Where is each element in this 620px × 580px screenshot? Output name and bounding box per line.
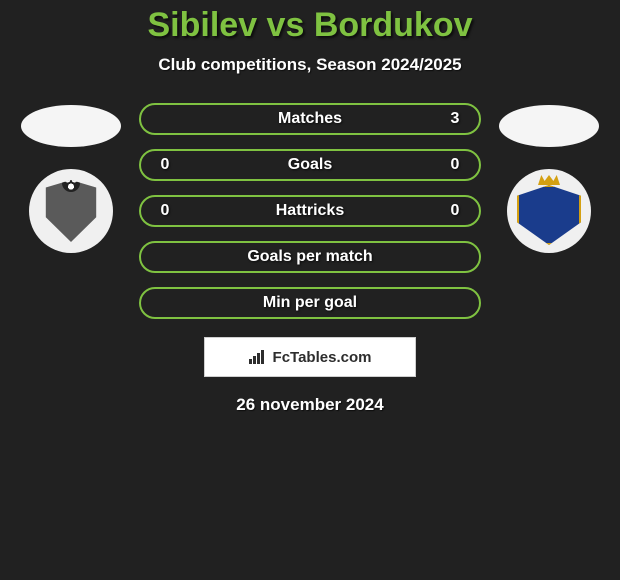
page-title: Sibilev vs Bordukov	[148, 6, 473, 45]
stat-row-goals-per-match: Goals per match	[139, 241, 481, 273]
shield-icon	[517, 185, 581, 245]
stat-label: Goals per match	[175, 248, 445, 266]
stat-left-value: 0	[155, 156, 175, 174]
crest-icon	[517, 177, 581, 245]
stat-right-value: 3	[445, 110, 465, 128]
player-left-photo	[21, 105, 121, 147]
shield-icon	[43, 180, 99, 242]
player-right-photo	[499, 105, 599, 147]
page-subtitle: Club competitions, Season 2024/2025	[158, 55, 461, 75]
stat-label: Hattricks	[175, 202, 445, 220]
club-badge-right	[507, 169, 591, 253]
bar-chart-icon	[249, 350, 267, 364]
stat-row-min-per-goal: Min per goal	[139, 287, 481, 319]
stat-row-goals: 0 Goals 0	[139, 149, 481, 181]
stat-row-hattricks: 0 Hattricks 0	[139, 195, 481, 227]
stat-label: Min per goal	[175, 294, 445, 312]
stat-row-matches: Matches 3	[139, 103, 481, 135]
stats-area: Matches 3 0 Goals 0 0 Hattricks 0 Goals …	[0, 103, 620, 319]
date-label: 26 november 2024	[236, 395, 383, 415]
stat-left-value: 0	[155, 202, 175, 220]
stats-list: Matches 3 0 Goals 0 0 Hattricks 0 Goals …	[139, 103, 481, 319]
stat-label: Matches	[175, 110, 445, 128]
brand-badge[interactable]: FcTables.com	[204, 337, 416, 377]
player-left-column	[21, 103, 121, 253]
player-right-column	[499, 103, 599, 253]
brand-label: FcTables.com	[273, 349, 372, 366]
stat-right-value: 0	[445, 156, 465, 174]
stat-label: Goals	[175, 156, 445, 174]
stat-right-value: 0	[445, 202, 465, 220]
club-badge-left	[29, 169, 113, 253]
crown-icon	[538, 175, 560, 185]
